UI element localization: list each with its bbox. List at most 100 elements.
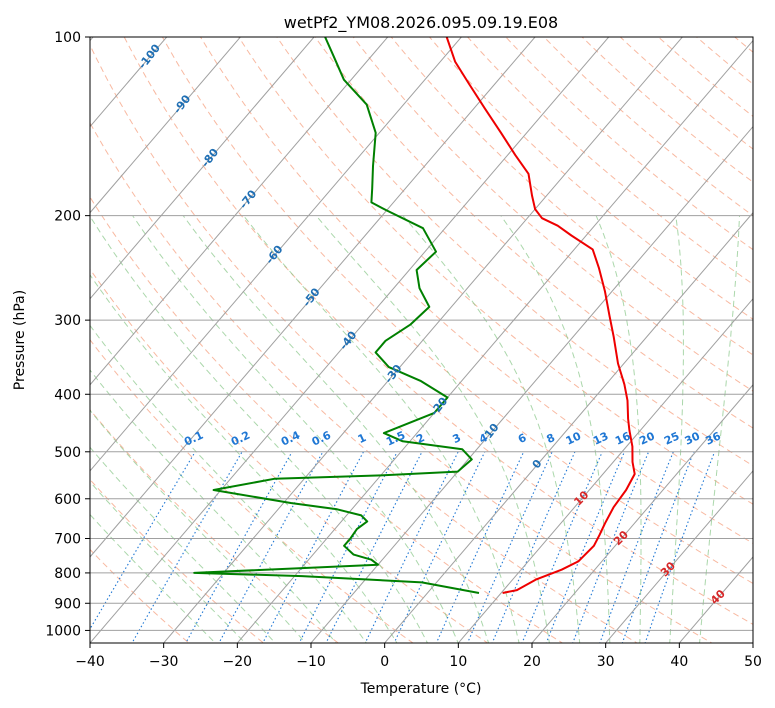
y-tick-label: 900 bbox=[54, 596, 81, 612]
isotherm-line bbox=[90, 37, 242, 214]
x-tick-label: 40 bbox=[670, 654, 688, 670]
isotherm-line bbox=[90, 37, 389, 386]
moist-adiabat bbox=[90, 409, 307, 643]
moist-adiabat bbox=[595, 215, 642, 643]
y-tick-label: 300 bbox=[54, 313, 81, 329]
dry-adiabat bbox=[90, 338, 414, 643]
dry-adiabat bbox=[90, 268, 489, 643]
x-tick-label: 50 bbox=[744, 654, 762, 670]
mixing-ratio-line bbox=[545, 451, 625, 643]
moist-adiabat bbox=[90, 273, 398, 643]
mixing-ratio-line bbox=[131, 451, 243, 643]
chart-title: wetPf2_YM08.2026.095.09.19.E08 bbox=[284, 13, 558, 33]
x-tick-label: −30 bbox=[149, 654, 179, 670]
moist-adiabat bbox=[90, 481, 246, 643]
isotherm-line bbox=[310, 125, 753, 643]
mixing-ratio-line bbox=[262, 451, 364, 643]
isotherm-line bbox=[90, 37, 168, 128]
isotherm-line bbox=[457, 297, 753, 643]
dry-adiabat bbox=[734, 37, 753, 53]
y-tick-label: 800 bbox=[54, 566, 81, 582]
x-tick-label: 20 bbox=[523, 654, 541, 670]
dry-adiabat bbox=[276, 37, 753, 467]
x-tick-label: 0 bbox=[380, 654, 389, 670]
mixing-ratio-label: 0.4 bbox=[279, 428, 302, 448]
isotherm-line bbox=[752, 642, 753, 643]
mixing-ratio-line bbox=[466, 451, 553, 643]
mixing-ratio-line bbox=[491, 451, 576, 643]
moist-adiabat bbox=[90, 324, 367, 643]
dewpoint-line bbox=[193, 37, 480, 594]
dry-adiabat bbox=[123, 37, 753, 625]
background-lines bbox=[90, 37, 753, 643]
series-lines bbox=[193, 37, 636, 594]
moist-adiabat bbox=[182, 215, 490, 643]
isotherm-line bbox=[90, 37, 463, 472]
isotherm-line bbox=[90, 37, 315, 300]
dry-adiabat bbox=[200, 37, 753, 544]
mixing-ratio-line bbox=[435, 451, 525, 643]
mixing-ratio-line bbox=[521, 451, 603, 643]
dry-adiabat bbox=[696, 37, 753, 85]
isotherm-line bbox=[163, 37, 684, 643]
mixing-ratio-line bbox=[364, 451, 459, 643]
mixing-ratio-label: 13 bbox=[591, 430, 610, 448]
x-axis: −40 −30 −20 −10 0 10 20 30 40 50 bbox=[75, 643, 762, 670]
isotherm-line bbox=[90, 37, 536, 558]
x-tick-label: −40 bbox=[75, 654, 105, 670]
dry-adiabat bbox=[161, 37, 753, 584]
inner-labels: -100-90-80-70-60-50-40-30-20-1000.1 0.2 0.… bbox=[136, 41, 728, 607]
mixing-ratio-line bbox=[298, 451, 398, 643]
mixing-ratio-label: 30 bbox=[683, 429, 703, 447]
mixing-ratio-label: 6 bbox=[516, 431, 529, 446]
y-tick-label: 500 bbox=[54, 445, 81, 461]
dry-adiabat bbox=[505, 37, 753, 251]
y-tick-label: 200 bbox=[54, 209, 81, 225]
mixing-ratio-line bbox=[393, 451, 486, 643]
dry-adiabat bbox=[90, 408, 339, 643]
mixing-ratio-line bbox=[325, 451, 423, 643]
mixing-ratio-line bbox=[90, 451, 196, 631]
moist-adiabat bbox=[669, 215, 684, 643]
dry-adiabat bbox=[90, 44, 713, 643]
moist-adiabat bbox=[243, 215, 520, 643]
dry-adiabat bbox=[90, 478, 265, 643]
mixing-ratio-line bbox=[621, 451, 695, 643]
moist-adiabat bbox=[132, 215, 459, 643]
mixing-ratio-label: 0.2 bbox=[229, 429, 252, 449]
isotherm-line bbox=[678, 556, 753, 643]
isotherm-line bbox=[236, 39, 753, 643]
mixing-ratio-label: 16 bbox=[613, 429, 633, 447]
moist-adiabat bbox=[500, 215, 611, 643]
plot-frame bbox=[89, 36, 754, 644]
mixing-ratio-line bbox=[572, 451, 650, 643]
dry-adiabat bbox=[352, 37, 753, 392]
y-axis-label: Pressure (hPa) bbox=[12, 290, 28, 390]
dry-adiabat bbox=[90, 548, 190, 643]
mixing-ratio-label: 36 bbox=[703, 429, 723, 447]
mixing-ratio-line bbox=[185, 451, 293, 643]
moist-adiabat bbox=[402, 215, 581, 643]
mixing-ratio-label: 20 bbox=[637, 429, 657, 447]
moist-adiabat bbox=[90, 446, 276, 643]
mixing-ratio-line bbox=[218, 451, 324, 643]
isotherm-line bbox=[531, 384, 753, 643]
y-tick-label: 700 bbox=[54, 532, 81, 548]
mixing-ratio-label: 0.1 bbox=[182, 429, 205, 449]
moist-adiabat bbox=[90, 513, 216, 643]
x-tick-label: 30 bbox=[597, 654, 615, 670]
mixing-ratio-label: 3 bbox=[451, 431, 463, 446]
y-axis: 100 200 300 400 500 600 700 800 900 1000 bbox=[45, 30, 90, 639]
moist-adiabat bbox=[90, 215, 429, 643]
x-axis-label: Temperature (°C) bbox=[360, 681, 482, 697]
isotherm-line bbox=[384, 211, 753, 643]
dry-adiabat bbox=[238, 37, 753, 505]
moist-adiabat bbox=[90, 369, 337, 643]
dry-adiabat bbox=[581, 37, 753, 183]
y-tick-label: 400 bbox=[54, 387, 81, 403]
mixing-ratio-label: 10 bbox=[564, 429, 584, 447]
temperature-line bbox=[445, 37, 636, 594]
mixing-ratio-label: 1 bbox=[356, 431, 368, 446]
